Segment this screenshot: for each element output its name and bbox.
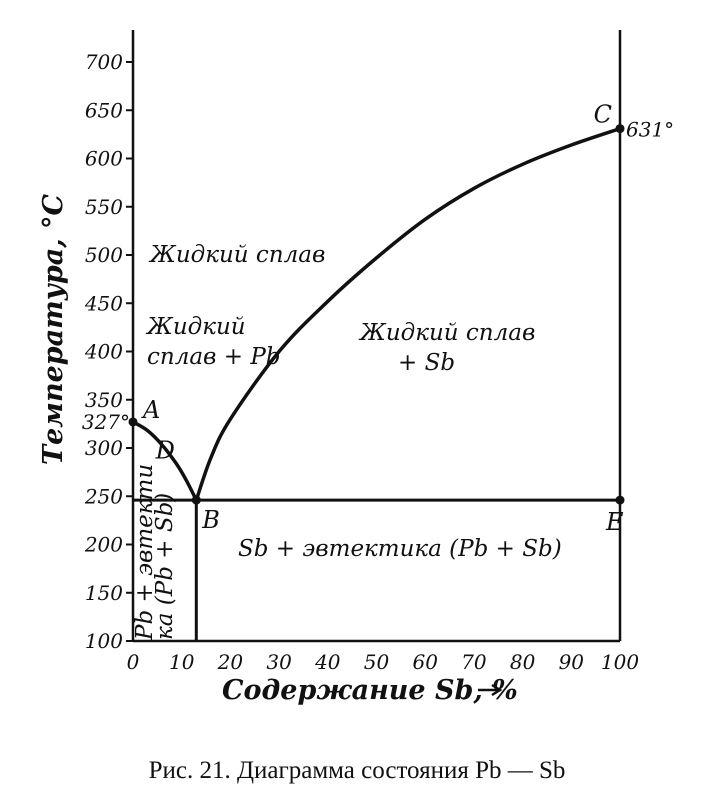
liquidus-curve-pb (132, 420, 198, 501)
x-tick-label: 0 (127, 650, 140, 674)
x-axis-arrow (478, 683, 503, 697)
x-tick-label: 70 (461, 650, 487, 674)
point-b-marker (191, 495, 201, 505)
key-points: A 327° B C 631° D E (82, 101, 674, 537)
x-axis-label: Содержание Sb, % (222, 675, 518, 706)
x-tick-label: 50 (364, 650, 390, 674)
point-d-label: D (155, 436, 175, 464)
point-e-marker (615, 495, 625, 505)
y-tick-label: 300 (85, 436, 123, 460)
x-tick-label: 90 (559, 650, 585, 674)
y-tick-label: 100 (85, 629, 123, 653)
y-tick-label: 650 (85, 98, 123, 122)
y-tick-labels: 100 150 200 250 300 350 400 450 500 550 600 650 700 (84, 50, 133, 653)
x-tick-label: 60 (412, 650, 438, 674)
y-tick-label: 350 (85, 388, 123, 412)
region-liquid-pb-line2: сплав + Pb (147, 344, 281, 370)
y-tick-label: 250 (84, 484, 123, 508)
figure-caption: Рис. 21. Диаграмма состояния Pb — Sb (149, 757, 566, 784)
x-tick-label: 80 (510, 650, 536, 674)
x-tick-labels: 0 10 20 30 40 50 60 70 80 90 100 (127, 650, 640, 674)
liquidus-curve-sb (194, 126, 621, 501)
x-tick-label: 20 (217, 650, 244, 674)
region-liquid-pb-line1: Жидкий (145, 314, 246, 340)
y-tick-label: 700 (85, 50, 123, 74)
y-axis-label: Температура, °С (38, 193, 69, 465)
point-b-label: B (201, 506, 220, 534)
x-tick-label: 10 (169, 650, 195, 674)
point-c-marker (615, 124, 625, 134)
point-e-label: E (605, 508, 624, 536)
x-tick-label: 40 (314, 650, 341, 674)
point-a-label: A (141, 396, 160, 424)
y-tick-label: 600 (85, 147, 123, 171)
point-a-temperature: 327° (82, 410, 130, 434)
y-tick-label: 400 (84, 340, 123, 364)
y-tick-label: 200 (84, 533, 123, 557)
region-liquid-sb-line2: + Sb (398, 350, 455, 376)
point-c-temperature: 631° (626, 118, 674, 142)
y-tick-label: 450 (84, 291, 123, 315)
y-tick-label: 550 (85, 195, 123, 219)
region-liquid: Жидкий сплав (148, 242, 325, 268)
region-sb-eutectic: Sb + эвтектика (Pb + Sb) (238, 536, 562, 562)
point-c-label: C (594, 101, 612, 129)
region-pb-eutectic-line1: Pb + эвтекти (132, 464, 158, 641)
point-a-marker (128, 417, 138, 427)
y-tick-label: 150 (85, 581, 123, 605)
region-pb-eutectic-line2: ка (Pb + Sb) (152, 493, 178, 640)
y-tick-label: 500 (85, 243, 123, 267)
x-tick-label: 30 (266, 650, 292, 674)
x-tick-label: 100 (601, 650, 639, 674)
region-liquid-sb-line1: Жидкий сплав (358, 320, 535, 346)
